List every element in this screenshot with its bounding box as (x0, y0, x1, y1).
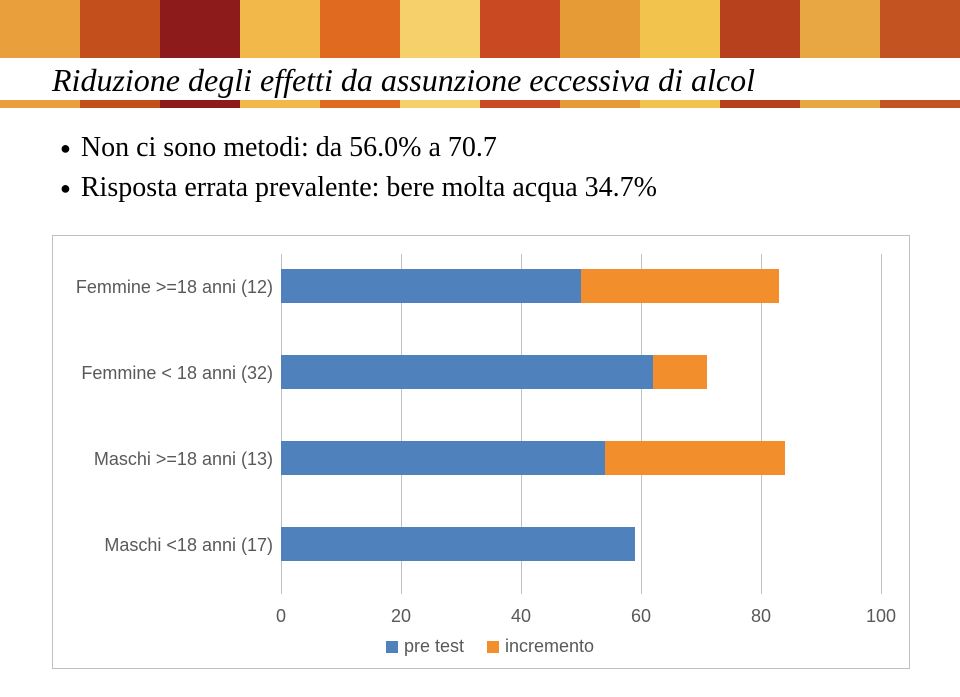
x-tick-label: 40 (501, 606, 541, 627)
legend-swatch-pre (386, 641, 398, 653)
category-label: Femmine < 18 anni (32) (57, 363, 273, 384)
header-stripe-top (0, 0, 960, 58)
x-tick-label: 100 (861, 606, 901, 627)
legend: pre test incremento (53, 636, 909, 657)
header-stripe-bottom (0, 100, 960, 108)
legend-label: pre test (404, 636, 464, 656)
x-tick-label: 80 (741, 606, 781, 627)
x-tick-label: 20 (381, 606, 421, 627)
x-tick-label: 60 (621, 606, 661, 627)
category-label: Maschi <18 anni (17) (57, 535, 273, 556)
bar-inc (605, 441, 785, 475)
bullet-item: Risposta errata prevalente: bere molta a… (60, 170, 930, 206)
bullet-item: Non ci sono metodi: da 56.0% a 70.7 (60, 130, 930, 166)
bullet-list: Non ci sono metodi: da 56.0% a 70.7 Risp… (60, 130, 930, 211)
bar-chart: Femmine >=18 anni (12) Femmine < 18 anni … (52, 235, 910, 669)
legend-label: incremento (505, 636, 594, 656)
category-label: Femmine >=18 anni (12) (57, 277, 273, 298)
gridline (761, 254, 762, 594)
legend-swatch-inc (487, 641, 499, 653)
plot-area: Femmine >=18 anni (12) Femmine < 18 anni … (53, 254, 909, 594)
gridline (881, 254, 882, 594)
bar-pre (281, 527, 635, 561)
bar-pre (281, 269, 581, 303)
bar-inc (653, 355, 707, 389)
category-label: Maschi >=18 anni (13) (57, 449, 273, 470)
x-tick-label: 0 (261, 606, 301, 627)
bar-pre (281, 441, 605, 475)
bar-inc (581, 269, 779, 303)
gridline (641, 254, 642, 594)
bar-pre (281, 355, 653, 389)
slide-title: Riduzione degli effetti da assunzione ec… (52, 62, 922, 99)
